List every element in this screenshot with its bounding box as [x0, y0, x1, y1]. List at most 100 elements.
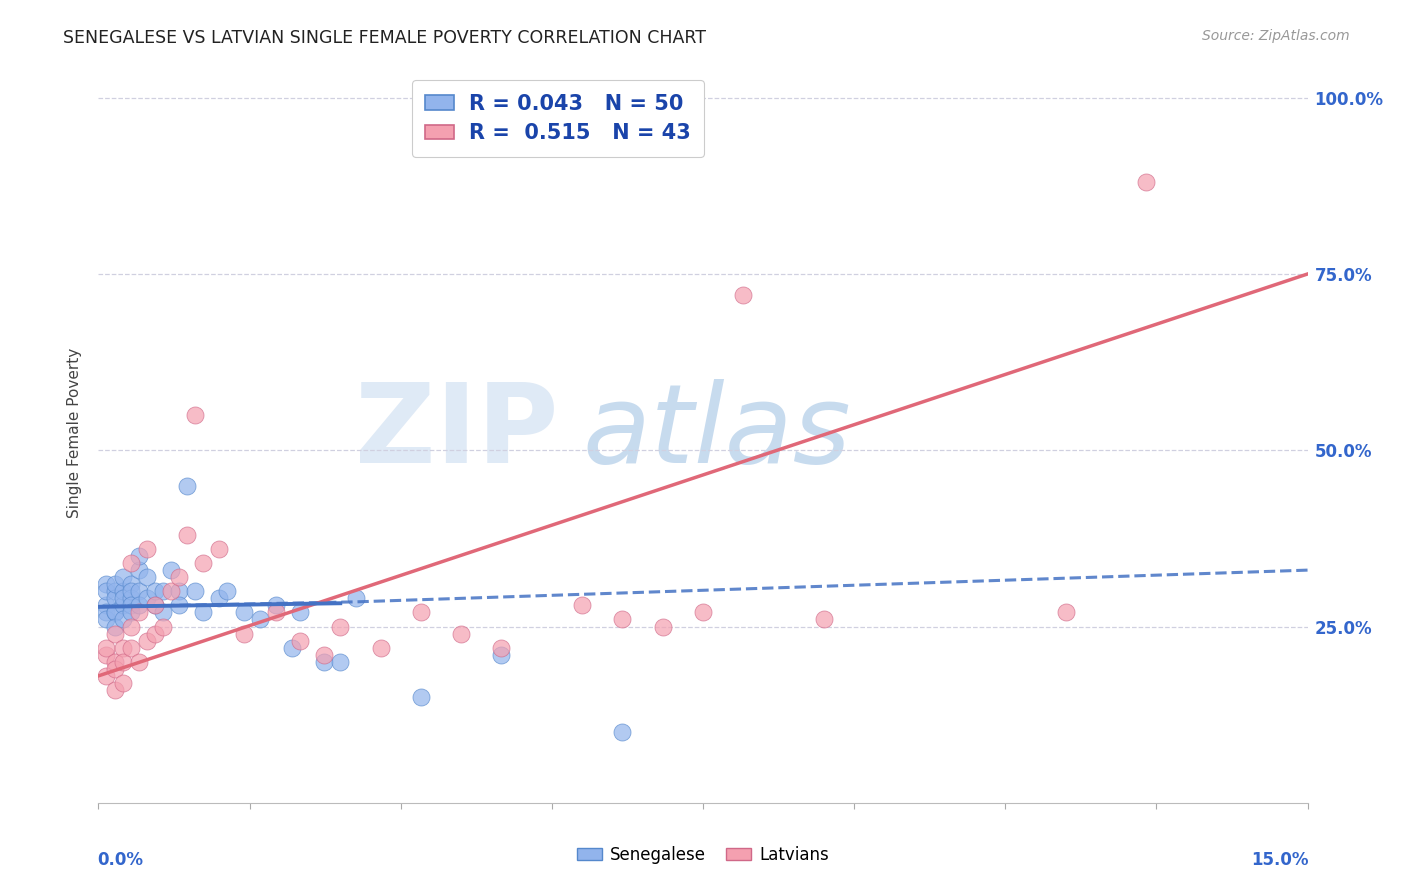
Point: [103, 606, 125, 620]
Point: [264, 606, 287, 620]
Point: [409, 606, 432, 620]
Point: [128, 584, 150, 599]
Point: [288, 633, 311, 648]
Point: [103, 655, 125, 669]
Point: [128, 655, 150, 669]
Point: [135, 633, 157, 648]
Point: [96, 669, 118, 683]
Point: [370, 640, 392, 655]
Point: [143, 599, 166, 613]
Point: [120, 599, 142, 613]
Point: [111, 570, 134, 584]
Point: [143, 599, 166, 613]
Point: [111, 599, 134, 613]
Point: [111, 591, 134, 606]
Point: [208, 541, 231, 556]
Point: [128, 549, 150, 563]
Point: [571, 599, 593, 613]
Point: [264, 599, 287, 613]
Point: [491, 640, 513, 655]
Point: [120, 577, 142, 591]
Point: [103, 591, 125, 606]
Point: [152, 584, 174, 599]
Point: [232, 606, 254, 620]
Point: [314, 655, 336, 669]
Legend: R = 0.043   N = 50, R =  0.515   N = 43: R = 0.043 N = 50, R = 0.515 N = 43: [412, 80, 704, 157]
Point: [208, 591, 231, 606]
Point: [1054, 606, 1077, 620]
Legend: Senegalese, Latvians: Senegalese, Latvians: [569, 839, 837, 871]
Point: [111, 612, 134, 626]
Point: [103, 626, 125, 640]
Point: [160, 584, 183, 599]
Point: [96, 640, 118, 655]
Point: [176, 478, 198, 492]
Point: [120, 606, 142, 620]
Point: [96, 577, 118, 591]
Point: [232, 626, 254, 640]
Point: [160, 563, 183, 577]
Point: [103, 584, 125, 599]
Point: [491, 648, 513, 662]
Point: [128, 599, 150, 613]
Point: [152, 606, 174, 620]
Point: [120, 640, 142, 655]
Point: [96, 612, 118, 626]
Point: [120, 619, 142, 633]
Point: [120, 556, 142, 570]
Text: atlas: atlas: [582, 379, 851, 486]
Point: [143, 584, 166, 599]
Point: [96, 606, 118, 620]
Point: [103, 606, 125, 620]
Point: [288, 606, 311, 620]
Point: [314, 648, 336, 662]
Point: [184, 584, 207, 599]
Point: [193, 606, 215, 620]
Point: [612, 725, 634, 739]
Point: [135, 570, 157, 584]
Point: [450, 626, 472, 640]
Point: [281, 640, 304, 655]
Point: [111, 640, 134, 655]
Point: [692, 606, 714, 620]
Point: [128, 606, 150, 620]
Point: [96, 599, 118, 613]
Point: [111, 655, 134, 669]
Point: [193, 556, 215, 570]
Point: [96, 648, 118, 662]
Point: [111, 584, 134, 599]
Point: [344, 591, 367, 606]
Text: 0.0%: 0.0%: [97, 851, 143, 869]
Point: [1135, 175, 1157, 189]
Point: [167, 570, 190, 584]
Point: [111, 676, 134, 690]
Point: [152, 619, 174, 633]
Y-axis label: Single Female Poverty: Single Female Poverty: [67, 348, 83, 517]
Point: [103, 619, 125, 633]
Point: [651, 619, 673, 633]
Point: [329, 655, 352, 669]
Text: 15.0%: 15.0%: [1251, 851, 1309, 869]
Text: SENEGALESE VS LATVIAN SINGLE FEMALE POVERTY CORRELATION CHART: SENEGALESE VS LATVIAN SINGLE FEMALE POVE…: [63, 29, 706, 46]
Text: Source: ZipAtlas.com: Source: ZipAtlas.com: [1202, 29, 1350, 43]
Point: [143, 626, 166, 640]
Point: [128, 563, 150, 577]
Point: [167, 599, 190, 613]
Point: [217, 584, 239, 599]
Point: [96, 584, 118, 599]
Point: [184, 408, 207, 422]
Point: [103, 683, 125, 698]
Point: [167, 584, 190, 599]
Point: [329, 619, 352, 633]
Point: [733, 288, 755, 302]
Point: [120, 591, 142, 606]
Point: [103, 662, 125, 676]
Point: [612, 612, 634, 626]
Text: ZIP: ZIP: [354, 379, 558, 486]
Point: [249, 612, 271, 626]
Point: [409, 690, 432, 704]
Point: [120, 584, 142, 599]
Point: [176, 528, 198, 542]
Point: [135, 591, 157, 606]
Point: [813, 612, 835, 626]
